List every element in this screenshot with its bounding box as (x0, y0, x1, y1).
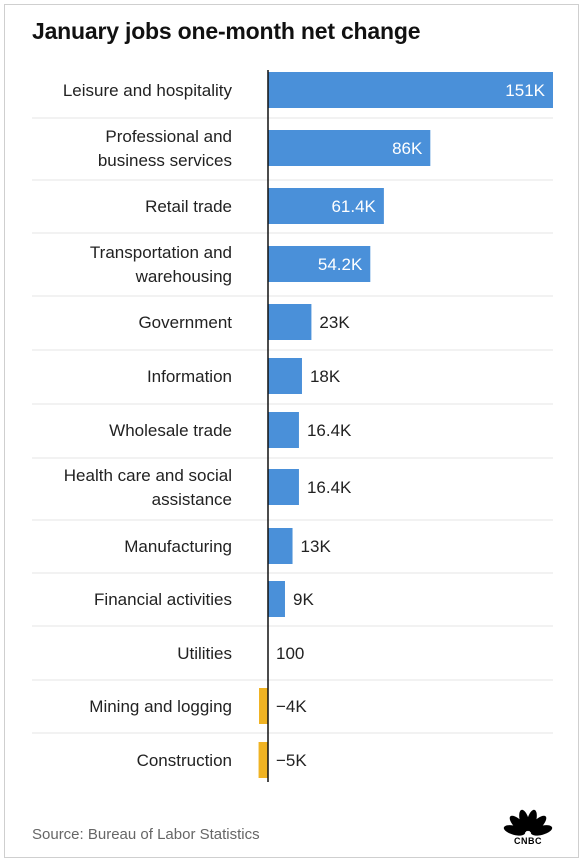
category-label: Retail trade (145, 197, 232, 216)
bar (268, 188, 384, 224)
value-label: −4K (276, 697, 307, 716)
bar (268, 581, 285, 617)
bar (268, 130, 431, 166)
value-label: 151K (505, 81, 545, 100)
bar (258, 742, 268, 778)
category-label: Health care and social assistance (64, 466, 232, 509)
value-label: 16.4K (307, 421, 352, 440)
category-label: Government (138, 313, 232, 332)
category-label: Manufacturing (124, 537, 232, 556)
bar (268, 412, 299, 448)
bar (268, 72, 553, 108)
value-label: 9K (293, 590, 314, 609)
cnbc-peacock-logo (503, 809, 553, 836)
bar-chart: Leisure and hospitality 151K Professional … (32, 70, 553, 782)
cnbc-logo-text: CNBC (514, 836, 542, 846)
bar (268, 358, 302, 394)
category-label: Construction (137, 751, 232, 770)
category-label: Utilities (177, 644, 232, 663)
category-label: Professional and business services (98, 127, 232, 170)
category-label: Mining and logging (89, 697, 232, 716)
value-label: −5K (276, 751, 307, 770)
bar (268, 528, 293, 564)
value-label: 13K (301, 537, 332, 556)
category-label: Transportation and warehousing (90, 243, 232, 286)
source-note: Source: Bureau of Labor Statistics (32, 826, 260, 843)
value-label: 86K (392, 139, 423, 158)
value-label: 23K (319, 313, 350, 332)
category-label: Financial activities (94, 590, 232, 609)
value-label: 61.4K (331, 197, 376, 216)
chart-title: January jobs one-month net change (32, 18, 421, 44)
bar (259, 688, 268, 724)
bar (268, 246, 371, 282)
value-label: 18K (310, 367, 341, 386)
bar (268, 304, 312, 340)
value-label: 100 (276, 644, 304, 663)
value-label: 16.4K (307, 478, 352, 497)
category-label: Wholesale trade (109, 421, 232, 440)
category-label: Information (147, 367, 232, 386)
value-label: 54.2K (318, 255, 363, 274)
category-label: Leisure and hospitality (63, 81, 233, 100)
bar (268, 469, 299, 505)
